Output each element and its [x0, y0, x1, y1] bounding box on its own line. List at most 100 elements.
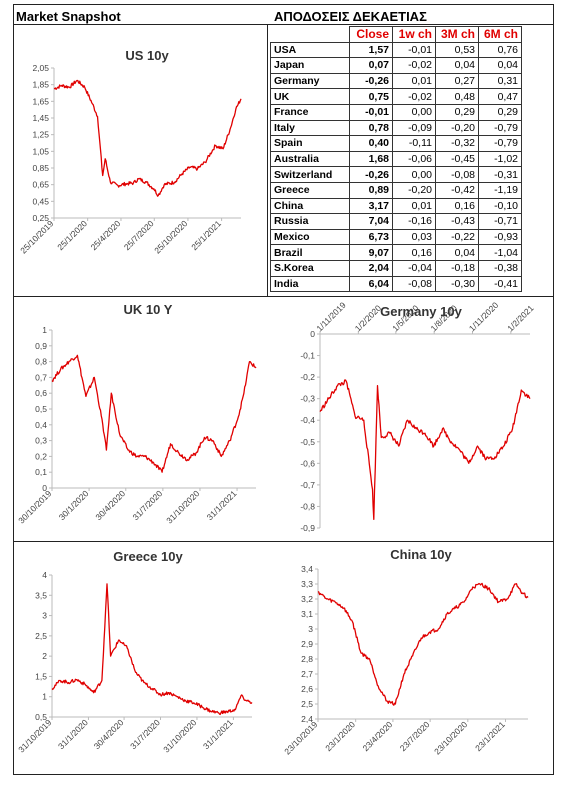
- cell-w1: -0,02: [392, 88, 436, 105]
- yield-row-mexico: Mexico 6,73 0,03 -0,22 -0,93: [270, 228, 522, 246]
- yield-row-spain: Spain 0,40 -0,11 -0,32 -0,79: [270, 135, 522, 152]
- yield-row-germany: Germany -0,26 0,01 0,27 0,31: [270, 72, 522, 90]
- germany-y-tick-label: -0,8: [300, 501, 315, 511]
- china-x-tick-label: 23/4/2020: [361, 719, 395, 753]
- cell-m6: -0,79: [478, 135, 522, 152]
- us-y-tick-label: 1,45: [32, 113, 49, 123]
- cell-m3: 0,16: [435, 197, 479, 215]
- column-header-3m: 3M ch: [435, 26, 479, 43]
- china-y-tick-label: 3,2: [301, 594, 313, 604]
- yield-table-header-row: Close 1w ch 3M ch 6M ch: [270, 26, 522, 43]
- cell-m6: -0,10: [478, 197, 522, 215]
- cell-m6: -0,41: [478, 275, 522, 293]
- cell-country: Australia: [270, 150, 350, 168]
- cell-close: 0,89: [349, 181, 393, 199]
- yield-row-france: France -0,01 0,00 0,29 0,29: [270, 103, 522, 121]
- china-y-tick-label: 2,6: [301, 684, 313, 694]
- greece-y-tick-label: 0,5: [35, 712, 47, 722]
- cell-w1: 0,03: [392, 228, 436, 246]
- cell-m6: -1,19: [478, 181, 522, 199]
- china-y-tick-label: 3,1: [301, 609, 313, 619]
- cell-country: Russia: [270, 213, 350, 230]
- greece-y-tick-label: 3: [42, 611, 47, 621]
- germany-y-tick-label: -0,6: [300, 458, 315, 468]
- greece-x-tick-label: 31/1/2020: [56, 717, 90, 751]
- germany-y-tick-label: -0,7: [300, 480, 315, 490]
- cell-country: USA: [270, 41, 350, 59]
- china-x-tick-label: 23/1/2021: [473, 719, 507, 753]
- cell-w1: -0,06: [392, 150, 436, 168]
- greece-chart-title: Greece 10y: [113, 549, 183, 564]
- uk-y-tick-label: 0,9: [35, 341, 47, 351]
- column-header-1w: 1w ch: [392, 26, 436, 43]
- cell-w1: -0,11: [392, 135, 436, 152]
- germany-y-tick-label: -0,4: [300, 415, 315, 425]
- germany-y-tick-label: -0,1: [300, 351, 315, 361]
- row-divider-2: [13, 541, 554, 542]
- germany-y-tick-label: -0,9: [300, 523, 315, 533]
- column-header-close: Close: [349, 26, 393, 43]
- germany-y-tick-label: -0,2: [300, 372, 315, 382]
- cell-w1: -0,09: [392, 119, 436, 137]
- us-yield-line: [53, 79, 242, 197]
- cell-m6: -1,02: [478, 150, 522, 168]
- cell-w1: -0,20: [392, 181, 436, 199]
- cell-close: 0,40: [349, 135, 393, 152]
- cell-m3: 0,27: [435, 72, 479, 90]
- cell-close: 6,73: [349, 228, 393, 246]
- us-chart-title: US 10y: [125, 48, 169, 63]
- cell-w1: -0,01: [392, 41, 436, 59]
- greece-x-tick-label: 31/1/2021: [201, 717, 235, 751]
- germany-x-tick-label: 1/11/2020: [467, 300, 501, 334]
- us-y-tick-label: 0,85: [32, 163, 49, 173]
- yield-row-japan: Japan 0,07 -0,02 0,04 0,04: [270, 57, 522, 74]
- china-y-tick-label: 2,7: [301, 669, 313, 679]
- cell-close: 2,04: [349, 259, 393, 277]
- cell-country: Greece: [270, 181, 350, 199]
- us-y-tick-label: 2,05: [32, 63, 49, 73]
- cell-m3: 0,04: [435, 57, 479, 74]
- us-y-tick-label: 1,25: [32, 130, 49, 140]
- cell-m6: 0,47: [478, 88, 522, 105]
- china-y-tick-label: 3,4: [301, 564, 313, 574]
- uk-x-tick-label: 31/10/2020: [164, 488, 201, 525]
- cell-close: -0,26: [349, 166, 393, 183]
- us-x-tick-label: 25/1/2020: [55, 218, 89, 252]
- china-y-tick-label: 3,3: [301, 579, 313, 589]
- cell-m6: -0,31: [478, 166, 522, 183]
- greece-y-tick-label: 2,5: [35, 631, 47, 641]
- uk-yield-line: [51, 354, 257, 473]
- cell-m3: -0,22: [435, 228, 479, 246]
- cell-w1: 0,00: [392, 166, 436, 183]
- uk-y-tick-label: 0,5: [35, 404, 47, 414]
- cell-w1: 0,16: [392, 244, 436, 261]
- snapshot-frame: [13, 4, 554, 775]
- china-x-tick-label: 23/7/2020: [398, 719, 432, 753]
- germany-x-tick-label: 1/2/2021: [505, 303, 536, 334]
- greece-y-tick-label: 1: [42, 692, 47, 702]
- uk-y-tick-label: 0,2: [35, 451, 47, 461]
- uk-y-tick-label: 0,1: [35, 467, 47, 477]
- cell-w1: 0,01: [392, 72, 436, 90]
- column-header-6m: 6M ch: [478, 26, 522, 43]
- germany-y-tick-label: -0,3: [300, 394, 315, 404]
- uk-y-tick-label: 1: [42, 325, 47, 335]
- uk-y-tick-label: 0,4: [35, 420, 47, 430]
- yield-row-india: India 6,04 -0,08 -0,30 -0,41: [270, 275, 522, 293]
- cell-country: UK: [270, 88, 350, 105]
- us-y-tick-label: 1,05: [32, 146, 49, 156]
- cell-country: Brazil: [270, 244, 350, 261]
- germany-y-tick-label: -0,5: [300, 437, 315, 447]
- us-y-tick-label: 1,85: [32, 80, 49, 90]
- greece-yield-line: [51, 583, 253, 716]
- china-10y-chart: China 10y 2,4 2,5 2,6 2,7 2,8 2,9 3 3,1 3,2 3,3 3,4…: [282, 547, 529, 756]
- cell-m3: 0,29: [435, 103, 479, 121]
- greece-y-tick-label: 3,5: [35, 590, 47, 600]
- uk-y-tick-label: 0,6: [35, 388, 47, 398]
- uk-chart-title: UK 10 Y: [124, 302, 173, 317]
- cell-m6: 0,29: [478, 103, 522, 121]
- cell-close: -0,26: [349, 72, 393, 90]
- yield-row-switzerland: Switzerland -0,26 0,00 -0,08 -0,31: [270, 166, 522, 183]
- us-y-tick-label: 0,45: [32, 196, 49, 206]
